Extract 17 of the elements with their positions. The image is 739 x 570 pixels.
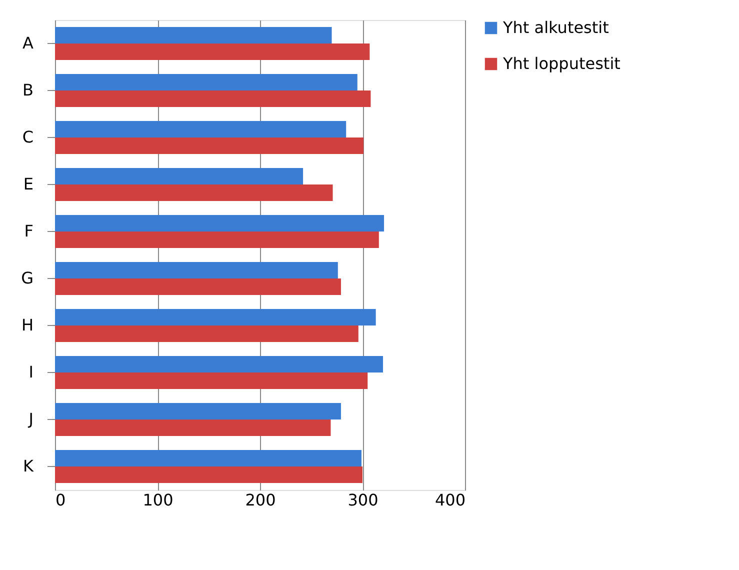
x-tick-label: 400 [434,490,466,510]
y-tick-label: H [21,316,34,334]
y-tick-label: E [23,174,34,194]
y-tick-label: J [28,410,34,428]
y-tick-label: A [22,34,34,52]
y-tick-label: K [23,456,34,476]
x-tick-label: 0 [56,490,66,510]
y-tick-label: B [22,80,34,100]
y-tick-label: C [22,128,34,146]
legend-label: Yht lopputestit [502,54,620,73]
y-tick-label: G [21,268,34,288]
x-tick-label: 100 [142,490,174,510]
y-tick-label: I [28,362,34,382]
x-tick-label: 300 [348,490,378,510]
y-tick-label: F [24,222,34,240]
x-tick-label: 200 [245,490,276,510]
legend-label: Yht alkutestit [502,18,609,37]
